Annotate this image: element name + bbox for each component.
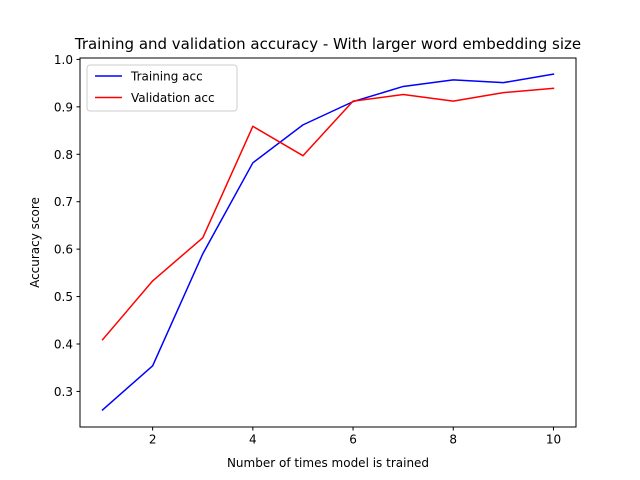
chart-title: Training and validation accuracy - With … xyxy=(74,35,581,53)
series-line-validation-acc xyxy=(101,87,555,341)
y-tick-label: 0.4 xyxy=(54,337,73,351)
y-axis-ticks: 0.3 0.4 0.5 0.6 0.7 0.8 0.9 1.0 xyxy=(54,53,80,399)
x-tick-label: 10 xyxy=(546,433,561,447)
y-tick-label: 0.6 xyxy=(54,243,73,257)
y-tick-label: 1.0 xyxy=(54,53,73,67)
legend-label-training-acc: Training acc xyxy=(130,70,203,84)
x-tick-label: 2 xyxy=(149,433,157,447)
x-tick-label: 6 xyxy=(349,433,357,447)
legend-box xyxy=(86,64,238,112)
x-axis-label: Number of times model is trained xyxy=(227,456,429,470)
legend-label-validation-acc: Validation acc xyxy=(131,91,215,105)
series-line-training-acc xyxy=(101,73,555,411)
y-tick-label: 0.5 xyxy=(54,290,73,304)
y-tick-label: 0.9 xyxy=(54,100,73,114)
y-tick-label: 0.7 xyxy=(54,195,73,209)
legend: Training acc Validation acc xyxy=(86,64,238,112)
y-axis-label: Accuracy score xyxy=(28,197,42,288)
x-tick-label: 8 xyxy=(449,433,457,447)
plot-area-frame xyxy=(79,57,577,428)
x-axis-ticks: 2 4 6 8 10 xyxy=(149,427,561,447)
x-tick-label: 4 xyxy=(249,433,257,447)
plot-lines xyxy=(101,73,555,411)
y-tick-label: 0.3 xyxy=(54,385,73,399)
y-tick-label: 0.8 xyxy=(54,148,73,162)
